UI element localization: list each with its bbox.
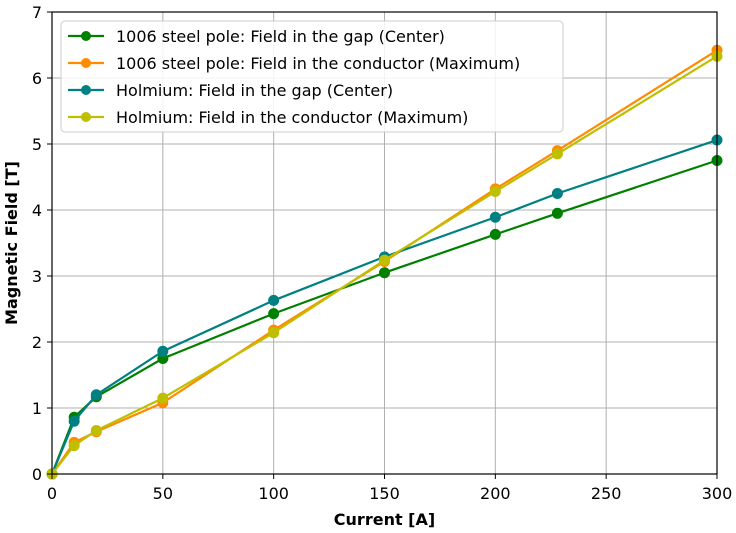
legend-item: Holmium: Field in the gap (Center) [68,81,393,100]
data-point [268,327,280,339]
data-point [268,294,280,306]
y-axis-title: Magnetic Field [T] [2,161,21,325]
data-point [379,267,390,279]
legend-item: 1006 steel pole: Field in the conductor … [68,54,520,73]
legend-label: 1006 steel pole: Field in the gap (Cente… [116,27,445,46]
x-tick-label: 250 [591,484,622,503]
y-tick-label: 2 [32,333,42,352]
legend-label: Holmium: Field in the conductor (Maximum… [116,108,468,127]
tick-layer: 0 50 100 150 200 250 300 0 1 2 3 4 5 6 7 [32,3,732,503]
x-axis-title: Current [A] [334,510,435,529]
series-4 [46,50,723,480]
data-point [551,148,563,160]
data-point [489,211,501,223]
y-tick-label: 1 [32,399,42,418]
x-tick-label: 50 [153,484,173,503]
y-tick-label: 6 [32,69,42,88]
x-tick-label: 100 [258,484,289,503]
legend-swatch-marker [81,85,91,95]
data-point [157,392,169,404]
legend-item: 1006 steel pole: Field in the gap (Cente… [68,27,445,46]
data-point [90,424,102,436]
data-point [551,188,563,199]
data-point [157,345,169,357]
data-point [489,228,501,240]
legend-swatch-marker [81,31,91,41]
legend-item: Holmium: Field in the conductor (Maximum… [68,108,468,127]
data-point [489,186,501,198]
y-tick-label: 7 [32,3,42,22]
data-point [90,389,102,401]
legend-label: Holmium: Field in the gap (Center) [116,81,393,100]
data-point [551,207,563,219]
y-tick-label: 3 [32,267,42,286]
x-tick-label: 300 [702,484,733,503]
data-point [68,415,80,427]
legend-box [60,20,564,133]
legend-label: 1006 steel pole: Field in the conductor … [116,54,520,73]
y-tick-label: 4 [32,201,42,220]
series-layer [46,44,723,480]
legend-swatch-marker [81,58,91,68]
data-point [268,308,280,320]
data-point [68,440,80,452]
x-tick-label: 0 [47,484,57,503]
x-tick-label: 200 [480,484,511,503]
data-point [379,254,390,266]
y-tick-label: 0 [32,465,42,484]
y-tick-label: 5 [32,135,42,154]
legend-swatch-marker [81,112,91,122]
x-tick-label: 150 [369,484,400,503]
legend: 1006 steel pole: Field in the gap (Cente… [60,20,564,133]
